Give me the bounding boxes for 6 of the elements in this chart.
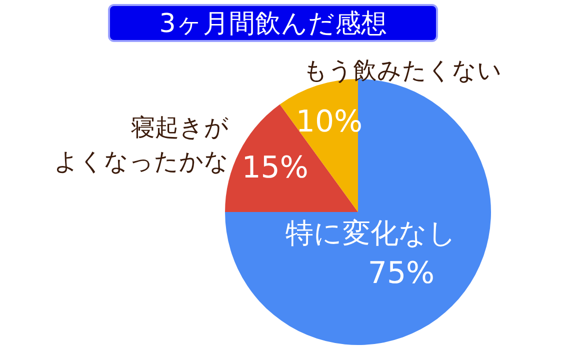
slice-label: 寝起きがよくなったかな bbox=[54, 113, 229, 176]
chart-title: 3ヶ月間飲んだ感想 bbox=[108, 4, 438, 42]
slice-label: もう飲みたくない bbox=[303, 56, 502, 84]
slice-label: 特に変化なし bbox=[286, 216, 457, 250]
data-label: 15% bbox=[242, 150, 308, 186]
data-label: 75% bbox=[368, 256, 435, 292]
